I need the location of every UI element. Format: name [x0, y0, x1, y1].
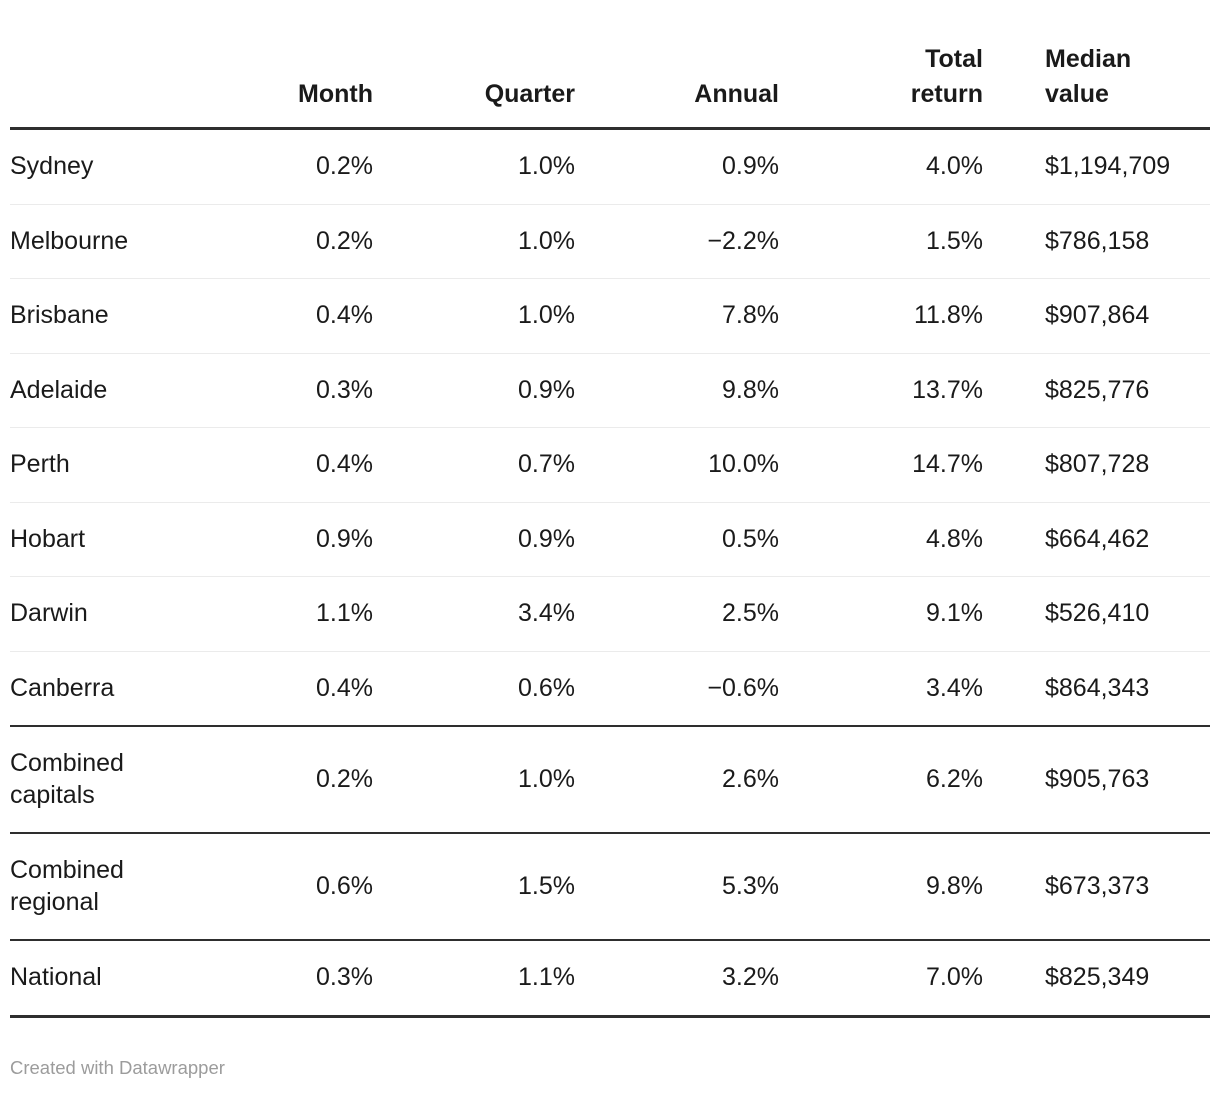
cell-quarter: 1.0%: [373, 725, 575, 833]
column-header-annual: Annual: [575, 0, 779, 130]
cell-month: 0.2%: [175, 203, 373, 279]
column-header-month: Month: [175, 0, 373, 130]
cell-month: 0.3%: [175, 352, 373, 428]
cell-annual: 0.5%: [575, 501, 779, 577]
cell-total-return: 9.8%: [779, 832, 983, 940]
cell-annual: 3.2%: [575, 939, 779, 1016]
column-header-median-value-label: Median value: [1045, 45, 1132, 108]
cell-quarter: 0.6%: [373, 650, 575, 726]
cell-quarter: 1.0%: [373, 278, 575, 353]
column-header-region: [10, 0, 175, 130]
row-label: Brisbane: [10, 278, 175, 353]
table-row: Adelaide 0.3% 0.9% 9.8% 13.7% $825,776: [10, 352, 1210, 428]
cell-annual: −2.2%: [575, 203, 779, 279]
table-row: Combined capitals 0.2% 1.0% 2.6% 6.2% $905,76…: [10, 725, 1210, 833]
row-label: Perth: [10, 427, 175, 502]
row-label: Combined capitals: [10, 725, 175, 833]
cell-quarter: 0.7%: [373, 427, 575, 502]
cell-month: 0.2%: [316, 152, 373, 180]
row-label: National: [10, 939, 175, 1016]
cell-median-value: $905,763: [983, 725, 1210, 833]
cell-annual: −0.6%: [575, 650, 779, 726]
cell-total-return: 6.2%: [779, 725, 983, 833]
cell-median-value: $825,349: [983, 939, 1210, 1016]
table-row: Melbourne 0.2% 1.0% −2.2% 1.5% $786,158: [10, 203, 1210, 279]
row-label: Hobart: [10, 501, 175, 577]
table-row: Hobart 0.9% 0.9% 0.5% 4.8% $664,462: [10, 501, 1210, 577]
table-row: National 0.3% 1.1% 3.2% 7.0% $825,349: [10, 939, 1210, 1016]
property-data-table: Month Quarter Annual Total return Median…: [10, 0, 1210, 1018]
table-row: Canberra 0.4% 0.6% −0.6% 3.4% $864,343: [10, 650, 1210, 726]
cell-median-value: $907,864: [983, 278, 1210, 353]
cell-month: 0.9%: [175, 501, 373, 577]
cell-annual: 2.6%: [575, 725, 779, 833]
cell-median-value: $526,410: [983, 576, 1210, 651]
table-row: Combined regional 0.6% 1.5% 5.3% 9.8% $673,37…: [10, 832, 1210, 940]
cell-month: 0.6%: [175, 832, 373, 940]
cell-median-value: $864,343: [983, 650, 1210, 726]
table-row: Perth 0.4% 0.7% 10.0% 14.7% $807,728: [10, 427, 1210, 502]
cell-quarter: 1.0%: [518, 152, 575, 180]
cell-quarter: 1.5%: [373, 832, 575, 940]
cell-median-value: $1,194,709: [1045, 152, 1171, 180]
cell-annual: 7.8%: [575, 278, 779, 353]
cell-median-value: $786,158: [983, 203, 1210, 279]
cell-median-value: $807,728: [983, 427, 1210, 502]
cell-total-return: 3.4%: [779, 650, 983, 726]
cell-quarter: 1.1%: [373, 939, 575, 1016]
cell-quarter: 3.4%: [373, 576, 575, 651]
table-row: Darwin 1.1% 3.4% 2.5% 9.1% $526,410: [10, 576, 1210, 651]
cell-total-return: 4.8%: [779, 501, 983, 577]
row-label: Adelaide: [10, 352, 175, 428]
cell-median-value: $664,462: [983, 501, 1210, 577]
cell-month: 0.4%: [175, 650, 373, 726]
header-row: Month Quarter Annual Total return Median…: [10, 0, 1210, 130]
column-header-total-return-label: Total return: [910, 45, 983, 108]
cell-month: 0.3%: [175, 939, 373, 1016]
cell-total-return: 14.7%: [779, 427, 983, 502]
cell-total-return: 11.8%: [779, 278, 983, 353]
cell-annual: 0.9%: [722, 152, 779, 180]
column-header-median-value: Median value: [983, 0, 1210, 130]
cell-annual: 9.8%: [575, 352, 779, 428]
cell-quarter: 1.0%: [373, 203, 575, 279]
cell-month: 0.4%: [175, 427, 373, 502]
row-label: Canberra: [10, 650, 175, 726]
cell-total-return: 4.0%: [926, 152, 983, 180]
column-header-quarter: Quarter: [373, 0, 575, 130]
cell-total-return: 9.1%: [779, 576, 983, 651]
cell-total-return: 1.5%: [779, 203, 983, 279]
datawrapper-credit: Created with Datawrapper: [10, 1056, 225, 1078]
cell-month: 0.4%: [175, 278, 373, 353]
cell-quarter: 0.9%: [373, 501, 575, 577]
cell-month: 1.1%: [175, 576, 373, 651]
cell-median-value: $673,373: [983, 832, 1210, 940]
cell-median-value: $825,776: [983, 352, 1210, 428]
cell-annual: 5.3%: [575, 832, 779, 940]
cell-total-return: 13.7%: [779, 352, 983, 428]
table-body: Sydney 0.2% 1.0% 0.9% 4.0% $1,194,709 Melbourn…: [10, 129, 1210, 1016]
cell-quarter: 0.9%: [373, 352, 575, 428]
cell-total-return: 7.0%: [779, 939, 983, 1016]
table-row: Brisbane 0.4% 1.0% 7.8% 11.8% $907,864: [10, 278, 1210, 353]
row-label: Sydney: [10, 152, 94, 180]
column-header-total-return: Total return: [779, 0, 983, 130]
cell-annual: 2.5%: [575, 576, 779, 651]
cell-annual: 10.0%: [575, 427, 779, 502]
table-header: Month Quarter Annual Total return Median…: [10, 0, 1210, 130]
row-label: Melbourne: [10, 203, 175, 279]
row-label: Combined regional: [10, 832, 175, 940]
cell-month: 0.2%: [175, 725, 373, 833]
row-label: Darwin: [10, 576, 175, 651]
table-row: Sydney 0.2% 1.0% 0.9% 4.0% $1,194,709: [10, 129, 1210, 205]
